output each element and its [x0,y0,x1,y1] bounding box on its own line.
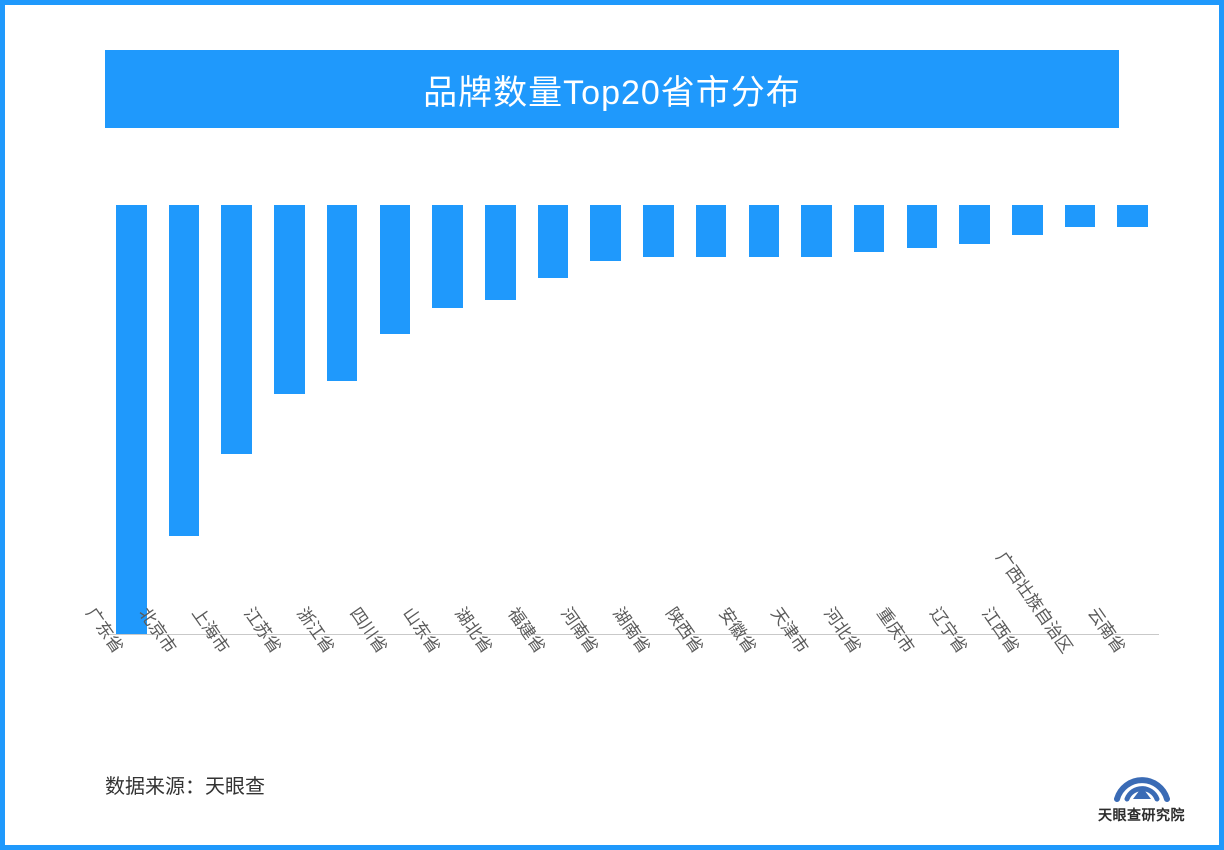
bar [590,205,621,261]
x-label-slot: 北京市 [158,639,211,779]
bar-slot [369,205,422,635]
x-label-slot: 重庆市 [896,639,949,779]
x-label-slot: 天津市 [790,639,843,779]
chart-title-bar: 品牌数量Top20省市分布 [105,50,1119,128]
x-label-slot: 江西省 [1001,639,1054,779]
bar [907,205,938,248]
bar-slot [737,205,790,635]
x-label-slot: 湖北省 [474,639,527,779]
bar-slot [790,205,843,635]
bar [380,205,411,334]
bar-slot [210,205,263,635]
brand-logo: 天眼查研究院 [1098,763,1185,825]
bar-slot [316,205,369,635]
bar-slot [685,205,738,635]
bar [169,205,200,536]
bar [274,205,305,394]
x-label-slot: 福建省 [527,639,580,779]
bar [959,205,990,244]
bar [801,205,832,257]
bar [643,205,674,257]
data-source-text: 数据来源：天眼查 [105,776,265,798]
bar-slot [843,205,896,635]
x-label-slot: 陕西省 [685,639,738,779]
x-label-slot: 云南省 [1106,639,1159,779]
bar [432,205,463,308]
x-label-slot: 湖南省 [632,639,685,779]
x-label-slot: 四川省 [369,639,422,779]
x-label-slot: 上海市 [210,639,263,779]
bar-slot [948,205,1001,635]
bar [485,205,516,300]
bar [1012,205,1043,235]
brand-name: 天眼查研究院 [1098,805,1185,825]
x-label-slot: 安徽省 [737,639,790,779]
bar [1065,205,1096,227]
data-source-label: 数据来源：天眼查 [105,770,265,799]
bar-slot [579,205,632,635]
x-label-slot: 山东省 [421,639,474,779]
bar-slot [632,205,685,635]
x-label-slot: 河南省 [579,639,632,779]
bar [327,205,358,381]
bar-slot [474,205,527,635]
bar-slot [1054,205,1107,635]
bar [538,205,569,278]
bar-slot [527,205,580,635]
x-label-slot: 河北省 [843,639,896,779]
bar-slot [263,205,316,635]
chart-title: 品牌数量Top20省市分布 [423,65,801,114]
x-label-slot: 广东省 [105,639,158,779]
bar [749,205,780,257]
bar [696,205,727,257]
bar-slot [1106,205,1159,635]
x-label-slot: 广西壮族自治区 [1054,639,1107,779]
bar-slot [158,205,211,635]
x-label-slot: 辽宁省 [948,639,1001,779]
bar-slot [421,205,474,635]
chart-frame: 品牌数量Top20省市分布 广东省北京市上海市江苏省浙江省四川省山东省湖北省福建… [0,0,1224,850]
brand-arc-icon [1113,763,1171,803]
bar-slot [105,205,158,635]
bar [1117,205,1148,227]
bar-slot [896,205,949,635]
x-label-slot: 江苏省 [263,639,316,779]
bar [221,205,252,454]
bar [854,205,885,252]
x-label-slot: 浙江省 [316,639,369,779]
x-axis-labels: 广东省北京市上海市江苏省浙江省四川省山东省湖北省福建省河南省湖南省陕西省安徽省天… [105,639,1159,779]
bar [116,205,147,635]
